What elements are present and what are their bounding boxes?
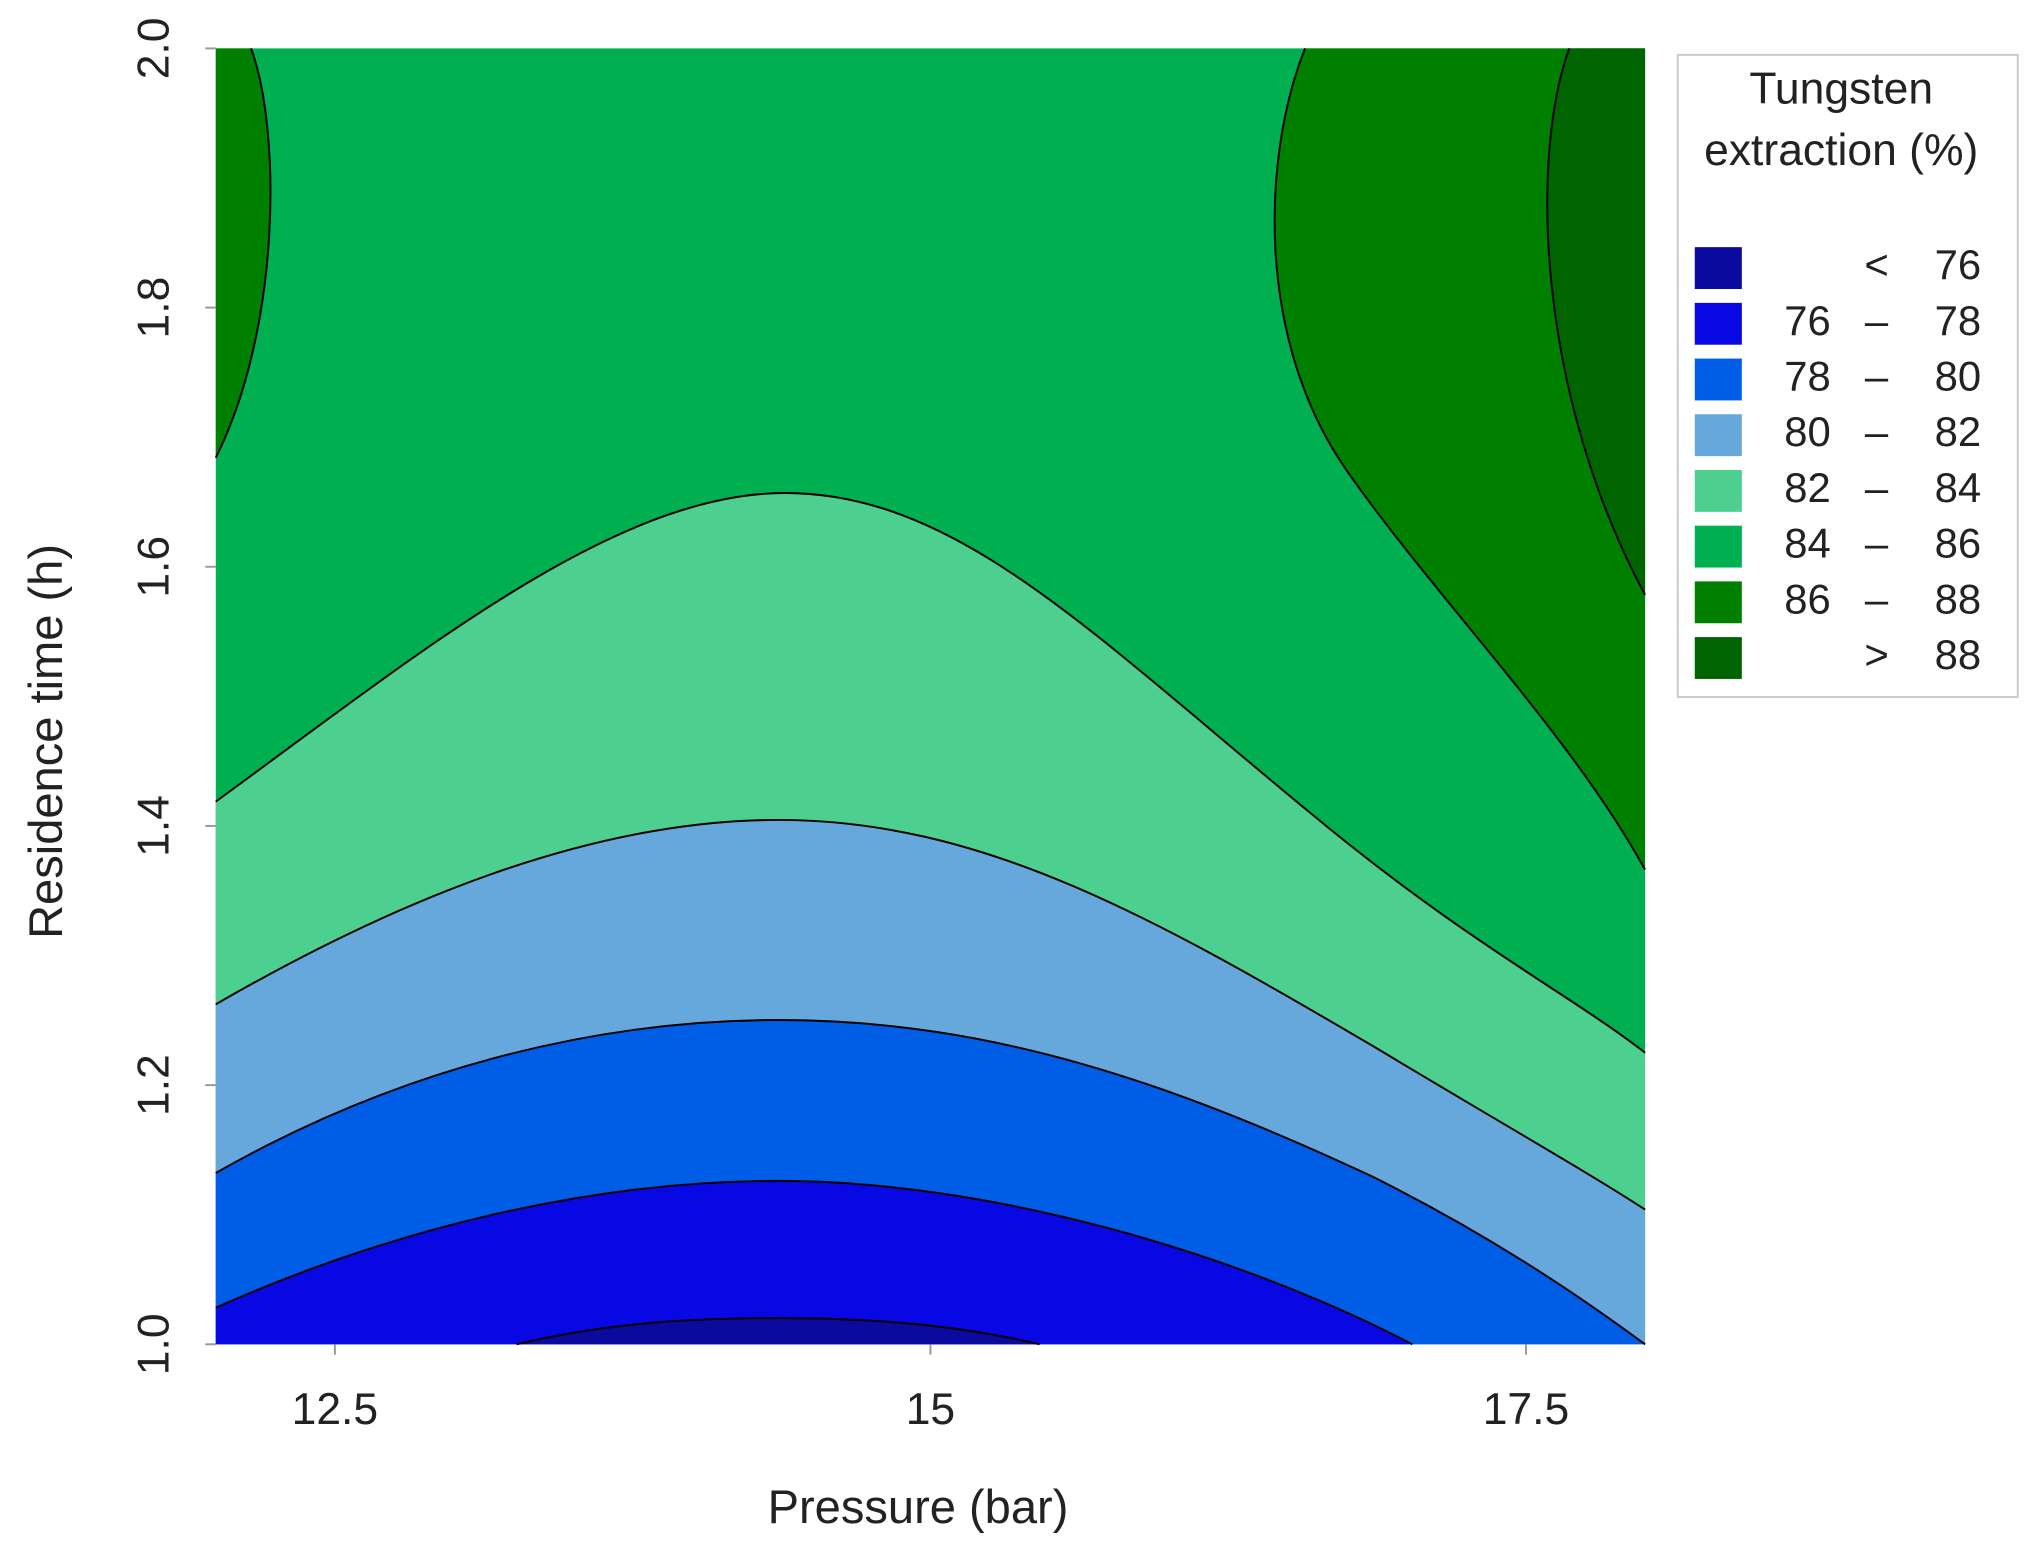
legend-low: 76	[1784, 297, 1831, 344]
x-axis-label: Pressure (bar)	[768, 1480, 1069, 1533]
legend-high: 86	[1935, 520, 1982, 567]
legend-value: 88	[1935, 631, 1982, 678]
y-tick-label: 1.8	[130, 277, 179, 339]
legend-title: extraction (%)	[1704, 126, 1978, 175]
contour-region	[215, 48, 271, 458]
contour-line	[516, 1317, 1040, 1346]
legend-sign: >	[1864, 631, 1888, 678]
legend-sign: <	[1864, 241, 1888, 288]
contour-line	[1273, 48, 1646, 871]
contour-line	[215, 1179, 1413, 1346]
legend-low: 84	[1784, 520, 1831, 567]
contour-line	[1546, 48, 1646, 596]
legend-swatch	[1694, 414, 1742, 457]
legend-swatch	[1694, 581, 1742, 624]
legend-low: 80	[1784, 408, 1831, 455]
legend-separator: –	[1865, 464, 1889, 511]
y-tick-label: 1.2	[130, 1054, 179, 1116]
contour-line	[215, 492, 1646, 1054]
legend-separator: –	[1865, 575, 1889, 622]
y-tick-label: 1.0	[130, 1313, 179, 1375]
contour-region	[1547, 48, 1646, 595]
plot-area	[214, 48, 1646, 1346]
legend-value: 76	[1935, 241, 1982, 288]
contour-region	[215, 1180, 1413, 1345]
legend-swatch	[1694, 358, 1742, 401]
legend-swatch	[1694, 247, 1742, 289]
legend-high: 88	[1935, 575, 1982, 622]
x-tick-label: 15	[906, 1385, 955, 1434]
x-tick-label: 17.5	[1483, 1385, 1570, 1434]
legend-separator: –	[1865, 297, 1889, 344]
y-tick-label: 2.0	[130, 17, 179, 79]
legend-swatch	[1694, 302, 1742, 345]
contour-line	[215, 1019, 1646, 1346]
legend-low: 82	[1784, 464, 1831, 511]
contour-line	[215, 818, 1646, 1211]
y-axis-label: Residence time (h)	[19, 544, 72, 939]
legend-separator: –	[1865, 408, 1889, 455]
legend-swatch	[1694, 637, 1742, 679]
legend-separator: –	[1865, 520, 1889, 567]
x-tick-label: 12.5	[292, 1385, 379, 1434]
legend-high: 80	[1935, 353, 1982, 400]
legend-swatch	[1694, 469, 1742, 512]
contour-region	[215, 1318, 1040, 1345]
y-tick-label: 1.6	[130, 536, 179, 598]
legend-low: 86	[1784, 575, 1831, 622]
legend-high: 82	[1935, 408, 1982, 455]
contour-line	[214, 48, 272, 459]
legend-high: 78	[1935, 297, 1982, 344]
legend-swatch	[1694, 525, 1742, 568]
y-tick-label: 1.4	[130, 795, 179, 857]
legend-high: 84	[1935, 464, 1982, 511]
legend-title: Tungsten	[1749, 64, 1933, 113]
legend-separator: –	[1865, 353, 1889, 400]
legend-low: 78	[1784, 353, 1831, 400]
